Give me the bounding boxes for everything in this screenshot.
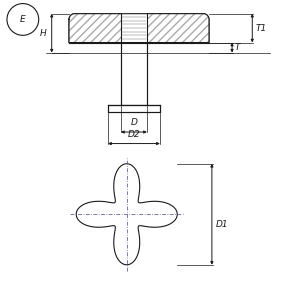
Polygon shape [121, 15, 147, 43]
Polygon shape [108, 105, 160, 112]
Text: D1: D1 [216, 220, 229, 229]
Polygon shape [121, 15, 147, 43]
Text: D: D [131, 118, 137, 127]
Text: T: T [234, 43, 240, 52]
Polygon shape [121, 43, 147, 105]
Polygon shape [69, 14, 209, 43]
Text: H: H [40, 29, 47, 38]
Polygon shape [69, 14, 209, 43]
Text: T1: T1 [256, 23, 267, 32]
Text: E: E [20, 15, 26, 24]
Polygon shape [76, 164, 177, 265]
Polygon shape [121, 11, 147, 43]
Text: D2: D2 [128, 130, 140, 139]
